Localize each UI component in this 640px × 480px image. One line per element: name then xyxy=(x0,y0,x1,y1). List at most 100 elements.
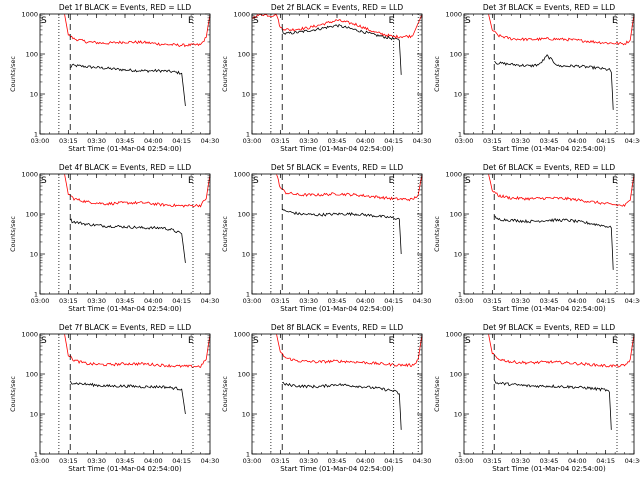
x-tick-label: 03:15 xyxy=(59,297,78,305)
y-tick-label: 100 xyxy=(238,371,250,379)
series-line-lld xyxy=(276,174,423,202)
y-tick-label: 1000 xyxy=(233,331,250,339)
x-axis-label: Start Time (01-Mar-04 02:54:00) xyxy=(280,145,394,153)
y-axis-label: Counts/sec xyxy=(221,56,229,92)
series-line-lld xyxy=(64,14,211,48)
x-tick-label: 03:30 xyxy=(511,137,530,145)
y-tick-label: 1000 xyxy=(21,331,38,339)
x-tick-label: 04:15 xyxy=(384,457,403,465)
start-marker-label: S xyxy=(465,176,471,186)
series-line-events xyxy=(281,23,402,75)
x-tick-label: 03:45 xyxy=(116,457,135,465)
y-tick-label: 100 xyxy=(450,211,462,219)
y-tick-label: 1000 xyxy=(21,171,38,179)
x-tick-label: 03:30 xyxy=(87,137,106,145)
x-tick-label: 03:30 xyxy=(87,297,106,305)
x-tick-label: 04:15 xyxy=(596,137,615,145)
chart-title: Det 7f BLACK = Events, RED = LLD xyxy=(59,323,192,332)
x-axis-label: Start Time (01-Mar-04 02:54:00) xyxy=(280,465,394,473)
x-tick-label: 03:00 xyxy=(31,137,50,145)
chart-title: Det 8f BLACK = Events, RED = LLD xyxy=(271,323,404,332)
start-marker-label: S xyxy=(465,336,471,346)
x-tick-label: 04:00 xyxy=(144,137,163,145)
series-line-lld xyxy=(64,334,211,369)
x-tick-label: 04:30 xyxy=(625,297,640,305)
y-tick-label: 1 xyxy=(246,131,250,139)
plot-frame xyxy=(39,333,211,455)
chart-panel-8: Det 8f BLACK = Events, RED = LLD 03:00 03:… xyxy=(221,323,431,473)
chart-panel-1: Det 1f BLACK = Events, RED = LLD 03:00 03:… xyxy=(9,3,219,153)
x-tick-label: 03:15 xyxy=(483,297,502,305)
x-tick-label: 04:15 xyxy=(384,297,403,305)
x-axis-label: Start Time (01-Mar-04 02:54:00) xyxy=(492,305,606,313)
y-tick-label: 1 xyxy=(458,131,462,139)
y-tick-label: 100 xyxy=(238,51,250,59)
start-marker-label: S xyxy=(253,336,259,346)
x-tick-label: 03:00 xyxy=(455,457,474,465)
x-tick-label: 04:15 xyxy=(596,457,615,465)
x-tick-label: 03:30 xyxy=(299,297,318,305)
x-tick-label: 04:30 xyxy=(201,137,220,145)
x-tick-label: 04:15 xyxy=(596,297,615,305)
plot-frame xyxy=(251,333,423,455)
x-tick-label: 03:30 xyxy=(511,457,530,465)
y-axis-label: Counts/sec xyxy=(221,376,229,412)
y-tick-label: 100 xyxy=(26,211,38,219)
x-tick-label: 03:15 xyxy=(59,457,78,465)
series-line-lld xyxy=(488,174,635,208)
x-tick-label: 03:00 xyxy=(243,297,262,305)
series-line-events xyxy=(69,380,186,415)
end-marker-label: E xyxy=(389,336,395,346)
end-marker-label: E xyxy=(612,176,618,186)
y-tick-label: 1000 xyxy=(445,11,462,19)
chart-title: Det 1f BLACK = Events, RED = LLD xyxy=(59,3,192,12)
x-tick-label: 03:45 xyxy=(328,457,347,465)
y-axis-label: Counts/sec xyxy=(433,56,441,92)
chart-title: Det 5f BLACK = Events, RED = LLD xyxy=(271,163,404,172)
y-tick-label: 1000 xyxy=(233,11,250,19)
y-tick-label: 1 xyxy=(246,291,250,299)
series-line-events xyxy=(493,379,612,430)
end-marker-label: E xyxy=(612,16,618,26)
y-tick-label: 1 xyxy=(458,291,462,299)
x-tick-label: 04:30 xyxy=(413,137,432,145)
plot-frame xyxy=(463,173,635,295)
chart-title: Det 4f BLACK = Events, RED = LLD xyxy=(59,163,192,172)
y-tick-label: 10 xyxy=(30,251,38,259)
x-tick-label: 04:30 xyxy=(625,137,640,145)
x-tick-label: 03:45 xyxy=(116,297,135,305)
y-tick-label: 10 xyxy=(242,91,250,99)
y-tick-label: 10 xyxy=(242,251,250,259)
end-marker-label: E xyxy=(389,176,395,186)
start-marker-label: S xyxy=(253,16,259,26)
end-marker-label: E xyxy=(188,16,194,26)
y-tick-label: 100 xyxy=(450,51,462,59)
x-tick-label: 04:00 xyxy=(568,457,587,465)
x-tick-label: 04:00 xyxy=(356,297,375,305)
y-tick-label: 100 xyxy=(238,211,250,219)
y-tick-label: 10 xyxy=(242,411,250,419)
series-line-events xyxy=(281,208,402,255)
x-tick-label: 03:00 xyxy=(455,137,474,145)
x-tick-label: 03:15 xyxy=(483,137,502,145)
y-tick-label: 10 xyxy=(30,411,38,419)
y-tick-label: 100 xyxy=(26,51,38,59)
start-marker-label: S xyxy=(41,336,47,346)
chart-title: Det 6f BLACK = Events, RED = LLD xyxy=(483,163,616,172)
y-tick-label: 1000 xyxy=(233,171,250,179)
chart-panel-5: Det 5f BLACK = Events, RED = LLD 03:00 03:… xyxy=(221,163,431,313)
x-axis-label: Start Time (01-Mar-04 02:54:00) xyxy=(68,145,182,153)
chart-title: Det 9f BLACK = Events, RED = LLD xyxy=(483,323,616,332)
y-axis-label: Counts/sec xyxy=(433,216,441,252)
x-tick-label: 03:15 xyxy=(59,137,78,145)
y-tick-label: 100 xyxy=(26,371,38,379)
x-tick-label: 03:15 xyxy=(271,457,290,465)
x-tick-label: 04:15 xyxy=(172,457,191,465)
y-tick-label: 1 xyxy=(34,131,38,139)
series-line-events xyxy=(493,215,614,270)
x-axis-label: Start Time (01-Mar-04 02:54:00) xyxy=(492,145,606,153)
x-tick-label: 04:15 xyxy=(172,137,191,145)
plot-frame xyxy=(39,13,211,135)
series-line-events xyxy=(69,218,186,263)
